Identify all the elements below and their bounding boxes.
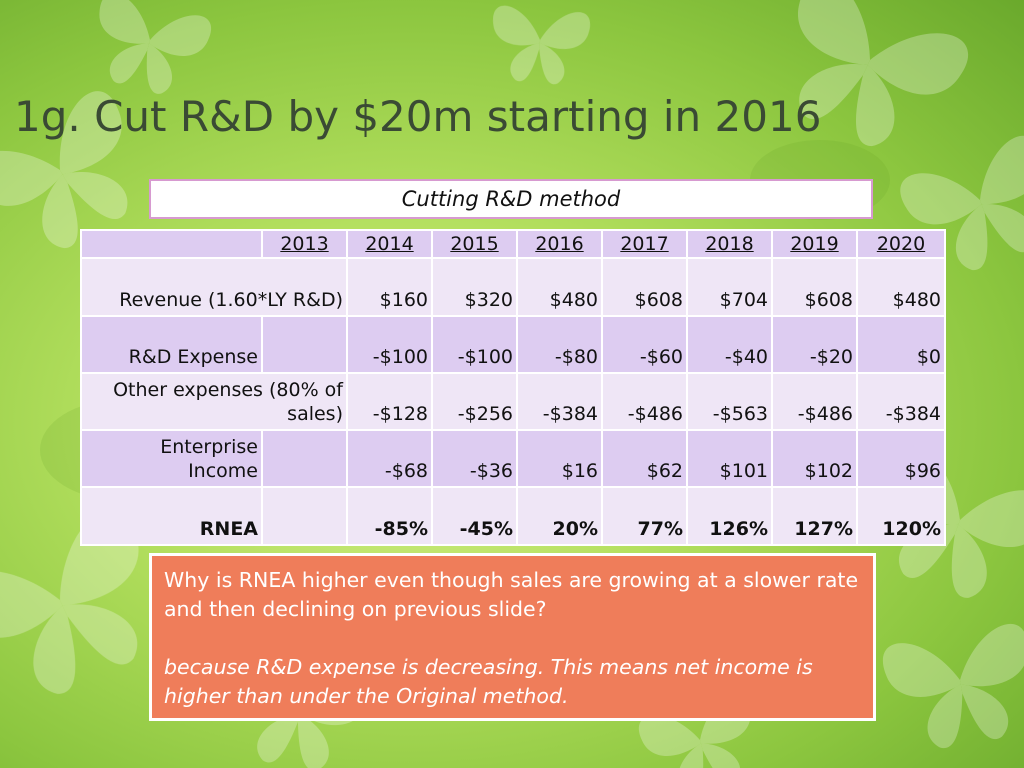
year-header: 2018 (686, 229, 773, 259)
table-cell: 120% (856, 486, 946, 546)
table-cell: $704 (686, 257, 773, 317)
table-cell: 127% (771, 486, 858, 546)
table-row-other-expenses: Other expenses (80% of sales) -$128 -$25… (80, 372, 946, 431)
table-cell: -$100 (346, 315, 433, 374)
table-row-rnea: RNEA -85% -45% 20% 77% 126% 127% 120% (80, 486, 946, 546)
table-cell (261, 429, 348, 488)
year-header: 2013 (261, 229, 348, 259)
table-cell: -$563 (686, 372, 773, 431)
table-cell: 126% (686, 486, 773, 546)
table-row-rd-expense: R&D Expense -$100 -$100 -$80 -$60 -$40 -… (80, 315, 946, 374)
row-label: R&D Expense (80, 315, 263, 374)
table-cell: -$20 (771, 315, 858, 374)
table-row-revenue: Revenue (1.60*LY R&D) $160 $320 $480 $60… (80, 257, 946, 317)
row-label: RNEA (80, 486, 263, 546)
year-header: 2020 (856, 229, 946, 259)
table-cell: $96 (856, 429, 946, 488)
table-cell: -$40 (686, 315, 773, 374)
year-header: 2016 (516, 229, 603, 259)
row-label: Revenue (1.60*LY R&D) (80, 257, 348, 317)
financial-table: 2013 2014 2015 2016 2017 2018 2019 2020 … (80, 229, 946, 546)
slide-title: 1g. Cut R&D by $20m starting in 2016 (14, 92, 822, 141)
table-cell: -$36 (431, 429, 518, 488)
table-cell (261, 315, 348, 374)
table-cell: $62 (601, 429, 688, 488)
table-cell: $0 (856, 315, 946, 374)
table-cell: -$80 (516, 315, 603, 374)
table-header-row: 2013 2014 2015 2016 2017 2018 2019 2020 (80, 229, 946, 259)
row-label: Enterprise Income (80, 429, 263, 488)
note-question: Why is RNEA higher even though sales are… (164, 568, 859, 621)
table-cell: -$68 (346, 429, 433, 488)
table-cell: -$486 (601, 372, 688, 431)
note-answer: because R&D expense is decreasing. This … (164, 655, 813, 708)
table-cell (261, 486, 348, 546)
table-cell: $320 (431, 257, 518, 317)
table-cell: $608 (771, 257, 858, 317)
year-header: 2014 (346, 229, 433, 259)
table-cell: 20% (516, 486, 603, 546)
table-cell: $160 (346, 257, 433, 317)
table-cell: $102 (771, 429, 858, 488)
table-cell: -$256 (431, 372, 518, 431)
year-header: 2019 (771, 229, 858, 259)
table-cell: 77% (601, 486, 688, 546)
table-cell: $480 (856, 257, 946, 317)
table-cell: -45% (431, 486, 518, 546)
table-cell: $608 (601, 257, 688, 317)
table-cell: $480 (516, 257, 603, 317)
year-header: 2017 (601, 229, 688, 259)
explanation-note: Why is RNEA higher even though sales are… (149, 553, 876, 721)
table-cell: $101 (686, 429, 773, 488)
table-row-enterprise-income: Enterprise Income -$68 -$36 $16 $62 $101… (80, 429, 946, 488)
table-cell: -$486 (771, 372, 858, 431)
table-cell: -$384 (856, 372, 946, 431)
table-cell: -$100 (431, 315, 518, 374)
header-corner-cell (80, 229, 263, 259)
table-cell: -85% (346, 486, 433, 546)
table-cell: -$384 (516, 372, 603, 431)
table-cell: $16 (516, 429, 603, 488)
row-label: Other expenses (80% of sales) (80, 372, 348, 431)
method-label-box: Cutting R&D method (149, 179, 873, 219)
table-cell: -$60 (601, 315, 688, 374)
year-header: 2015 (431, 229, 518, 259)
table-cell: -$128 (346, 372, 433, 431)
method-label: Cutting R&D method (401, 187, 621, 211)
